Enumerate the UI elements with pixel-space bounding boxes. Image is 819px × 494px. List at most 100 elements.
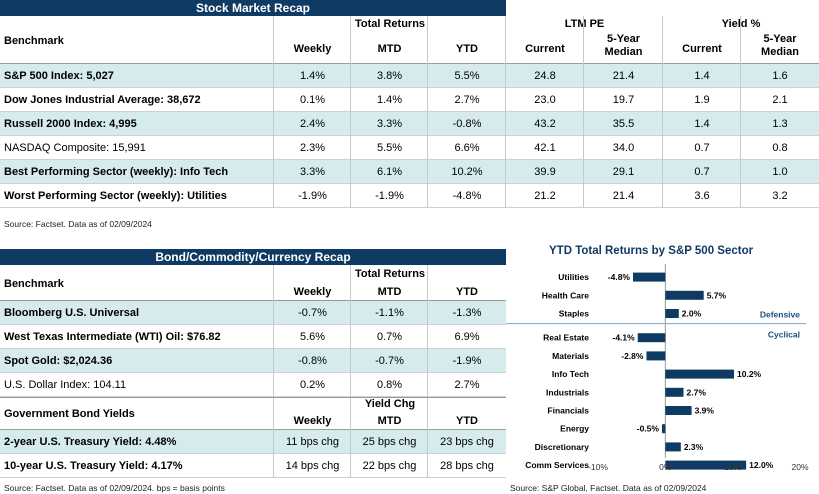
row-label: Spot Gold: $2,024.36 [4,355,113,367]
bond-total-returns-header: Total Returns [354,268,426,280]
stock-row: Russell 2000 Index: 4,995 2.4% 3.3% -0.8% 43… [0,112,819,136]
row-value: 5.5% [454,70,480,82]
data-label: 2.0% [682,309,702,319]
row-value: -1.9% [298,190,327,202]
row-value: 35.5 [612,118,635,130]
row-value: 5.6% [299,331,326,343]
row-label: West Texas Intermediate (WTI) Oil: $76.8… [4,331,221,343]
stock-recap-title-ext [506,0,819,16]
bar [665,369,735,379]
row-value: 21.4 [612,190,635,202]
bond-source: Source: Factset. Data as of 02/09/2024. … [4,483,225,493]
row-value: -1.3% [452,307,482,319]
row-value: -1.1% [375,307,404,319]
row-value: 3.8% [376,70,403,82]
data-label: 3.9% [695,406,715,416]
row-value: 19.7 [612,94,635,106]
sector-chart: Defensive Cyclical Utilities -4.8% Health Ca… [506,264,809,472]
row-value: 11 bps chg [285,436,339,448]
row-label: Dow Jones Industrial Average: 38,672 [4,94,201,106]
col-yield-median-line2: Median [761,46,799,58]
gov-col-weekly: Weekly [293,415,332,427]
data-label: 12.0% [749,460,774,470]
group-label-cyclical: Cyclical [768,330,800,340]
column-divider [273,16,274,208]
yield-chg-header: Yield Chg [364,398,416,410]
row-value: 34.0 [612,142,635,154]
row-value: 25 bps chg [362,436,417,448]
category-label: Comm Services [525,460,589,470]
data-label: 5.7% [707,290,727,300]
row-value: 1.4% [299,70,326,82]
row-value: 1.3 [772,118,788,130]
bond-table: Benchmark Total Returns Weekly MTD YTD G… [0,265,506,485]
row-value: -1.9% [375,190,404,202]
row-value: 1.4 [694,118,710,130]
gov-header-divider [0,429,506,430]
category-label: Discretionary [535,442,590,452]
row-label: 10-year U.S. Treasury Yield: 4.17% [4,460,183,472]
section-divider [0,397,506,398]
col-ytd: YTD [456,43,478,55]
row-value: 6.1% [376,166,403,178]
data-label: -0.5% [637,424,660,434]
category-label: Staples [559,309,590,319]
row-value: -4.8% [452,190,482,202]
col-pe-median-line2: Median [604,46,643,58]
row-value: 21.2 [534,190,556,202]
row-value: -0.8% [452,118,482,130]
bar [637,333,666,343]
row-value: 2.1 [772,94,788,106]
stock-row: Dow Jones Industrial Average: 38,672 0.1%… [0,88,819,112]
category-label: Health Care [542,290,590,300]
row-label: Russell 2000 Index: 4,995 [4,118,137,130]
row-value: 0.7 [694,166,710,178]
row-value: 1.0 [772,166,788,178]
row-value: 14 bps chg [285,460,340,472]
col-yield-median-line1: 5-Year [763,33,797,45]
row-value: 0.7% [376,331,403,343]
category-label: Utilities [558,272,589,282]
col-weekly: Weekly [293,43,332,55]
benchmark-header: Benchmark [4,35,64,47]
category-label: Financials [547,406,589,416]
column-divider [740,16,741,208]
category-label: Energy [560,424,589,434]
row-label: Worst Performing Sector (weekly): Utilit… [4,190,227,202]
row-value: 1.6 [772,70,788,82]
row-value: 6.9% [454,331,480,343]
data-label: -2.8% [621,351,644,361]
column-divider [662,16,663,208]
row-value: 23 bps chg [440,436,494,448]
row-value: 3.3% [376,118,403,130]
row-value: 3.3% [299,166,326,178]
row-value: 43.2 [534,118,556,130]
col-pe-current: Current [525,43,565,55]
column-divider [350,16,351,208]
stock-row: Worst Performing Sector (weekly): Utilit… [0,184,819,208]
row-label: Bloomberg U.S. Universal [4,307,140,319]
row-value: 2.4% [299,118,326,130]
category-label: Info Tech [552,369,589,379]
col-yield-current: Current [682,43,722,55]
row-value: -0.8% [298,355,327,367]
stock-recap-title: Stock Market Recap [0,0,506,16]
bond-header-divider [0,300,506,301]
bond-row: Spot Gold: $2,024.36 -0.8% -0.7% -1.9% [0,349,506,373]
row-value: 28 bps chg [440,460,494,472]
row-label: NASDAQ Composite: 15,991 [4,142,146,154]
chart-title: YTD Total Returns by S&P 500 Sector [549,245,754,257]
col-mtd: MTD [377,43,402,55]
row-value: 0.2% [299,379,326,391]
row-label: U.S. Dollar Index: 104.11 [4,379,127,391]
category-label: Materials [552,351,589,361]
bar [665,290,704,300]
bar [665,309,679,318]
bond-col-weekly: Weekly [293,286,332,298]
bond-col-mtd: MTD [377,286,402,298]
row-value: 1.9 [694,94,710,106]
x-tick-label: 10% [724,462,741,472]
row-value: 29.1 [612,166,635,178]
row-value: -1.9% [452,355,482,367]
stock-table: Benchmark Total Returns LTM PE Yield % W… [0,16,819,216]
